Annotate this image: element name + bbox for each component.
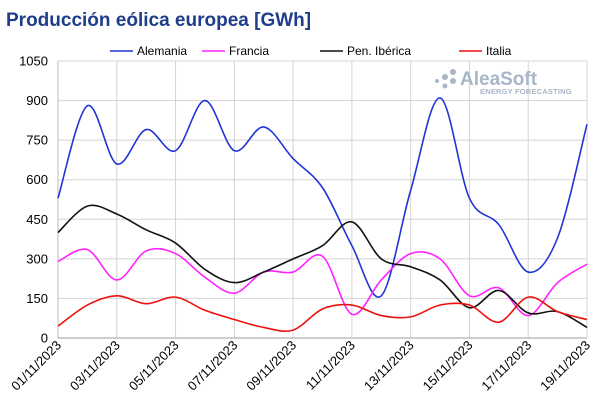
y-tick-label: 900 [26,93,48,108]
x-tick-label: 19/11/2023 [537,338,593,394]
x-tick-label: 05/11/2023 [126,338,182,394]
legend-label-pen-ib-rica: Pen. Ibérica [347,44,411,58]
legend: Alemania Francia Pen. Ibérica Italia [110,44,512,58]
x-tick-label: 11/11/2023 [303,338,358,393]
x-tick-label: 09/11/2023 [243,338,299,394]
y-tick-label: 1050 [19,54,48,69]
x-tick-label: 15/11/2023 [420,338,476,394]
axes [57,61,587,339]
y-tick-label: 0 [41,331,48,346]
x-tick-label: 17/11/2023 [478,338,534,394]
series-line-francia [57,247,588,317]
x-tick-label: 07/11/2023 [185,338,241,394]
x-tick-label: 01/11/2023 [8,338,64,394]
legend-label-francia: Francia [229,44,269,58]
logo-text: AleaSoft [460,69,538,90]
y-tick-label: 600 [26,172,48,187]
series-line-pen-ib-rica [57,204,588,329]
x-axis-ticks: 01/11/2023 03/11/2023 05/11/2023 07/11/2023… [8,338,593,394]
x-tick-label: 13/11/2023 [361,338,417,394]
logo-subtext: ENERGY FORECASTING [480,87,572,96]
aleasoft-logo: AleaSoft ENERGY FORECASTING [435,69,572,96]
y-tick-label: 300 [26,251,48,266]
series-group [57,97,588,333]
y-tick-label: 150 [26,291,48,306]
legend-label-alemania: Alemania [137,44,187,58]
y-tick-label: 450 [26,212,48,227]
series-line-alemania [57,97,588,298]
x-tick-label: 03/11/2023 [67,338,123,394]
legend-label-italia: Italia [486,44,512,58]
y-axis-ticks: 0 150 300 450 600 750 900 1050 [19,54,48,346]
series-line-italia [57,294,588,333]
logo-icon [435,69,456,89]
y-tick-label: 750 [26,133,48,148]
chart-title: Producción eólica europea [GWh] [6,10,311,31]
